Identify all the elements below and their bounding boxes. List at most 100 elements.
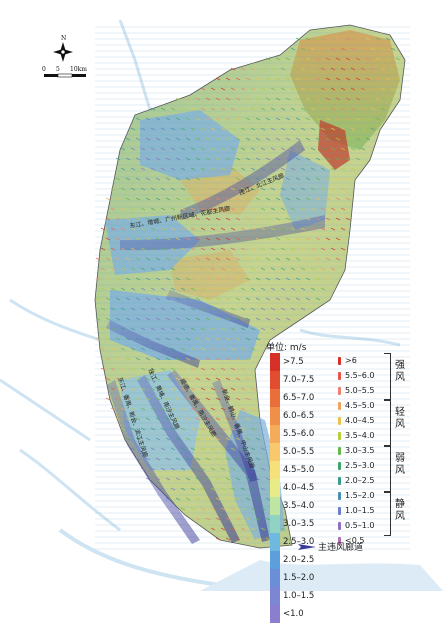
wind-arrow xyxy=(145,257,151,261)
wind-arrow xyxy=(190,487,196,491)
wind-arrow xyxy=(250,167,256,171)
wind-arrow xyxy=(220,287,226,291)
wind-arrow xyxy=(165,397,171,401)
legend-direction-labels: >6 5.5–6.0 5.0–5.5 4.5–5.0 4.0–4.5 3.5–4.0 3.0… xyxy=(338,353,374,548)
wind-arrow xyxy=(140,227,146,231)
wind-arrow xyxy=(145,197,151,201)
wind-arrow xyxy=(285,317,291,321)
wind-arrow xyxy=(215,237,221,241)
wind-arrow xyxy=(375,97,381,101)
wind-arrow xyxy=(210,467,216,471)
wind-arrow xyxy=(120,367,126,371)
wind-arrow xyxy=(195,457,201,461)
wind-arrow xyxy=(275,77,281,81)
wind-arrow xyxy=(315,257,321,261)
wind-arrow xyxy=(135,237,141,241)
wind-arrow xyxy=(225,197,231,201)
wind-arrow xyxy=(205,237,211,241)
wind-arrow xyxy=(165,377,171,381)
wind-arrow xyxy=(180,147,186,151)
wind-arrow xyxy=(225,397,231,401)
legend-value-label: <1.0 xyxy=(283,609,304,619)
wind-arrow xyxy=(110,407,116,411)
wind-arrow xyxy=(345,57,351,61)
wind-arrow xyxy=(230,227,236,231)
wind-arrow xyxy=(315,77,321,81)
wind-arrow xyxy=(205,97,211,101)
wind-arrow xyxy=(250,507,256,511)
wind-arrow xyxy=(265,537,271,541)
wind-arrow xyxy=(110,207,116,211)
wind-arrow xyxy=(325,157,331,161)
wind-arrow xyxy=(150,187,156,191)
wind-arrow xyxy=(345,37,351,41)
wind-arrow xyxy=(175,337,181,341)
legend-direction-row: 3.0–3.5 xyxy=(338,443,374,458)
wind-arrow xyxy=(195,217,201,221)
wind-arrow xyxy=(250,107,256,111)
wind-arrow xyxy=(295,117,301,121)
wind-arrow xyxy=(325,237,331,241)
wind-arrow xyxy=(215,217,221,221)
wind-arrow xyxy=(220,207,226,211)
wind-arrow xyxy=(185,437,191,441)
wind-arrow xyxy=(325,257,331,261)
wind-arrow xyxy=(215,137,221,141)
wind-arrow xyxy=(200,367,206,371)
wind-arrow xyxy=(150,367,156,371)
wind-arrow xyxy=(145,237,151,241)
wind-arrow xyxy=(215,317,221,321)
wind-arrow xyxy=(160,287,166,291)
wind-arrow xyxy=(320,147,326,151)
wind-arrow xyxy=(135,297,141,301)
wind-arrow xyxy=(265,57,271,61)
wind-arrow xyxy=(215,97,221,101)
wind-arrow xyxy=(205,397,211,401)
legend-value-label: 6.5–7.0 xyxy=(283,393,315,403)
wind-arrow xyxy=(215,157,221,161)
scale-label-0: 0 xyxy=(42,66,46,73)
wind-arrow xyxy=(340,107,346,111)
wind-arrow xyxy=(225,477,231,481)
wind-arrow xyxy=(155,157,161,161)
wind-arrow xyxy=(310,107,316,111)
wind-arrow xyxy=(95,337,101,341)
wind-arrow xyxy=(320,107,326,111)
wind-arrow xyxy=(190,207,196,211)
direction-arrow-icon xyxy=(338,446,341,455)
wind-arrow xyxy=(175,437,181,441)
wind-arrow xyxy=(275,297,281,301)
legend-value-label: 4.5–5.0 xyxy=(283,465,315,475)
wind-arrow xyxy=(130,247,136,251)
wind-arrow xyxy=(235,537,241,541)
wind-arrow xyxy=(325,197,331,201)
wind-arrow xyxy=(190,387,196,391)
wind-arrow xyxy=(305,57,311,61)
wind-arrow xyxy=(325,177,331,181)
wind-arrow xyxy=(255,197,261,201)
wind-arrow xyxy=(320,67,326,71)
wind-arrow xyxy=(125,377,131,381)
wind-arrow xyxy=(130,227,136,231)
wind-arrow xyxy=(285,137,291,141)
wind-arrow xyxy=(115,317,121,321)
wind-arrow xyxy=(145,157,151,161)
wind-arrow xyxy=(150,287,156,291)
wind-arrow xyxy=(155,197,161,201)
wind-arrow xyxy=(205,357,211,361)
wind-arrow xyxy=(235,297,241,301)
wind-arrow xyxy=(125,417,131,421)
wind-arrow xyxy=(305,97,311,101)
wind-arrow xyxy=(350,127,356,131)
wind-arrow xyxy=(290,107,296,111)
wind-arrow xyxy=(250,287,256,291)
wind-arrow xyxy=(195,237,201,241)
wind-arrow xyxy=(170,287,176,291)
wind-arrow xyxy=(245,397,251,401)
wind-arrow xyxy=(345,97,351,101)
direction-arrow-icon xyxy=(338,386,341,395)
wind-arrow xyxy=(165,437,171,441)
wind-arrow xyxy=(125,157,131,161)
wind-arrow xyxy=(305,277,311,281)
scale-label-5: 5 xyxy=(56,66,60,73)
